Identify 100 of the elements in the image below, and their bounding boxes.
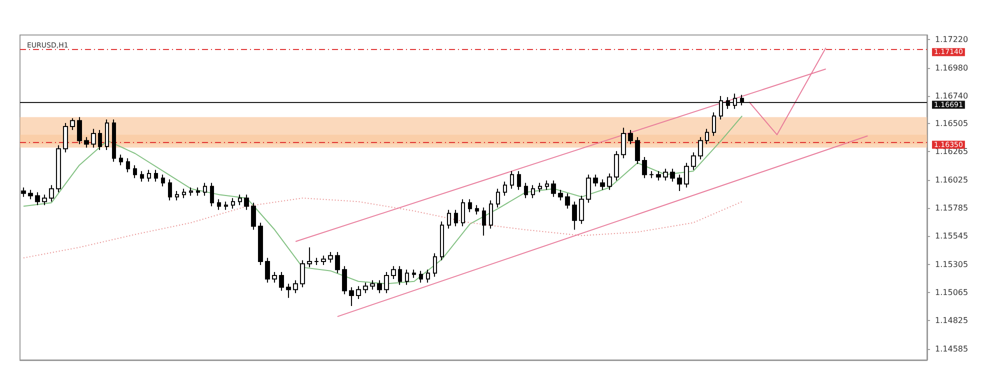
candlestick [719, 96, 723, 120]
candlestick [691, 152, 696, 170]
candlestick [231, 198, 235, 210]
candlestick [635, 136, 640, 165]
candlestick [147, 169, 151, 182]
y-tick-label: 1.15305 [935, 260, 968, 269]
candlestick [91, 128, 96, 148]
candlestick [189, 187, 193, 196]
candlestick [321, 255, 326, 266]
candlestick [203, 182, 207, 196]
candlestick [210, 182, 214, 207]
y-tick-label: 1.15545 [935, 232, 968, 241]
candlestick [300, 260, 305, 288]
candlestick [684, 162, 689, 188]
candlestick [217, 198, 221, 210]
candlestick [279, 272, 284, 292]
candlestick [265, 257, 270, 284]
candlestick [705, 128, 709, 145]
candlestick [21, 187, 26, 198]
candlestick [621, 127, 626, 159]
candlestick [726, 96, 730, 110]
candlestick [293, 280, 298, 294]
candlestick [607, 172, 612, 190]
candlestick [663, 168, 668, 181]
y-tick-label: 1.17220 [935, 35, 968, 44]
candlestick [342, 266, 347, 295]
y-tick-label: 1.15785 [935, 204, 968, 213]
candlestick [551, 180, 556, 198]
candlestick [614, 150, 619, 181]
candlestick [63, 122, 68, 153]
candlestick [600, 178, 605, 190]
candlestick [105, 118, 109, 150]
line-series [22, 115, 743, 284]
candlestick [649, 170, 654, 179]
candlestick [586, 174, 591, 204]
candlestick [419, 270, 423, 284]
candlestick [244, 194, 249, 210]
candlestick [405, 269, 409, 286]
candlestick [363, 282, 368, 294]
candlestick [698, 136, 703, 160]
candlestick [335, 252, 340, 274]
y-tick-label: 1.15065 [935, 288, 968, 298]
candlestick [579, 195, 584, 224]
candlestick [558, 189, 563, 201]
candlestick [28, 189, 33, 200]
candlestick [384, 272, 389, 294]
y-tick-label: 1.16025 [935, 175, 968, 184]
candlestick [224, 201, 228, 210]
candlestick [426, 269, 430, 284]
candlestick [56, 144, 61, 193]
candlestick [196, 187, 200, 196]
candlestick [642, 156, 647, 179]
line-series [22, 198, 743, 258]
candlestick [712, 112, 716, 136]
candlestick [447, 209, 451, 230]
candlestick [328, 252, 333, 264]
candlestick [70, 118, 75, 131]
candlestick [572, 201, 577, 230]
candlestick [238, 194, 242, 206]
candlestick [565, 192, 570, 210]
candlestick [307, 246, 312, 268]
y-tick-label: 1.14585 [935, 344, 968, 354]
candlestick [503, 181, 507, 196]
candlestick [314, 257, 319, 266]
candlestick [119, 154, 123, 166]
candlestick [628, 130, 633, 145]
candlestick [84, 136, 89, 148]
candlestick [77, 116, 82, 145]
candlestick [168, 178, 172, 201]
candlestick [740, 94, 744, 106]
candlestick [286, 283, 291, 298]
candlestick [524, 182, 528, 199]
candlestick [182, 188, 186, 199]
candlestick [251, 202, 256, 230]
candlestick [412, 269, 416, 278]
candlestick [391, 266, 396, 280]
candlestick [656, 170, 661, 181]
candlestick [112, 118, 116, 162]
candlestick [258, 222, 263, 266]
candlestick [98, 130, 102, 150]
candlestick [349, 286, 354, 307]
candlestick [175, 190, 179, 201]
candlestick [398, 266, 402, 286]
candlestick [670, 168, 675, 182]
y-tick-label: 1.16980 [935, 63, 968, 72]
candlestick [35, 192, 40, 206]
candlestick [49, 184, 54, 202]
candlestick [531, 184, 535, 199]
candlestick [454, 209, 458, 227]
candlestick [42, 194, 47, 206]
candlestick [545, 180, 549, 190]
y-tick-label: 1.16505 [935, 119, 968, 128]
candlestick [356, 286, 361, 300]
candlestick [377, 280, 382, 294]
candlestick [370, 280, 375, 290]
candlestick [677, 174, 682, 192]
y-tick-label: 1.16740 [935, 92, 968, 101]
candlestick [133, 164, 137, 179]
candlestick [272, 272, 277, 284]
candlestick [517, 170, 521, 190]
